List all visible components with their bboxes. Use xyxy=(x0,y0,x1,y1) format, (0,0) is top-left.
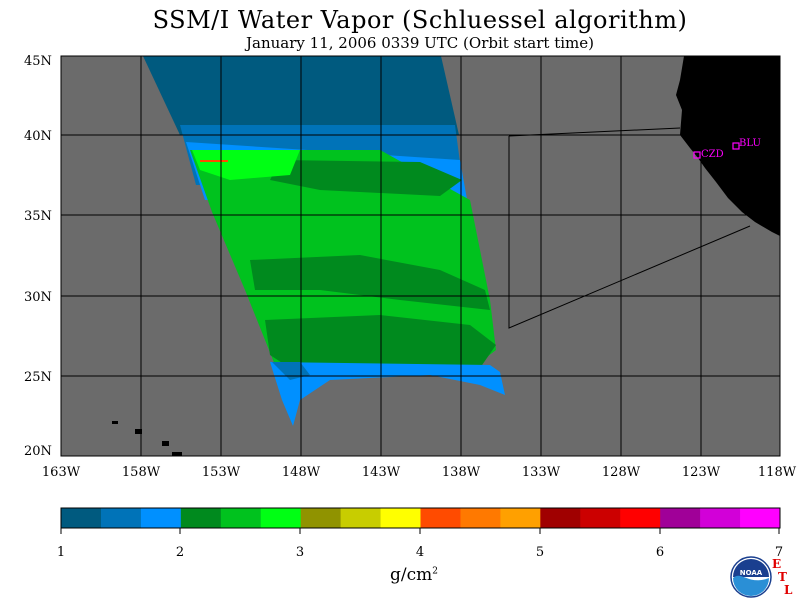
swath-band-darkgreen-3 xyxy=(270,160,462,196)
colorbar-ticks: 1 2 3 4 5 6 7 xyxy=(57,528,783,560)
colorbar xyxy=(61,508,781,528)
colorbar-swatch xyxy=(740,508,781,528)
lon-label: 133W xyxy=(522,465,561,480)
lat-label: 20N xyxy=(24,444,52,459)
land-california xyxy=(676,56,780,236)
unit-exponent: 2 xyxy=(432,566,438,577)
station-markers: CZD BLU xyxy=(693,138,761,160)
station-czd-label: CZD xyxy=(701,149,724,160)
colorbar-swatch xyxy=(540,508,581,528)
colorbar-tick-label: 4 xyxy=(416,545,424,560)
etl-letter: L xyxy=(784,583,793,597)
domain-outline-2 xyxy=(508,136,751,329)
colorbar-swatch xyxy=(220,508,262,528)
colorbar-swatch xyxy=(340,508,382,528)
lon-label: 138W xyxy=(442,465,481,480)
colorbar-swatch xyxy=(140,508,182,528)
lon-label: 123W xyxy=(682,465,721,480)
lon-label: 128W xyxy=(602,465,641,480)
lat-label: 30N xyxy=(24,290,52,305)
lon-label: 163W xyxy=(42,465,81,480)
colorbar-swatch xyxy=(460,508,501,528)
station-blu-label: BLU xyxy=(739,138,761,149)
map-border xyxy=(60,55,781,457)
colorbar-swatch xyxy=(100,508,142,528)
etl-logo: E T L xyxy=(772,558,792,597)
station-blu-marker xyxy=(732,142,740,150)
colorbar-swatch xyxy=(260,508,302,528)
longitude-labels: 163W 158W 153W 148W 143W 138W 133W 128W … xyxy=(42,465,797,480)
colorbar-unit-label: g/cm2 xyxy=(390,565,438,585)
station-czd-marker xyxy=(693,151,701,159)
colorbar-swatch xyxy=(660,508,701,528)
etl-letter: T xyxy=(778,570,787,584)
grid-lines xyxy=(61,56,780,456)
colorbar-swatch xyxy=(580,508,621,528)
lon-label: 118W xyxy=(758,465,797,480)
colorbar-swatch xyxy=(61,508,102,528)
swath-hotspot xyxy=(200,160,228,162)
colorbar-tick-label: 5 xyxy=(536,545,544,560)
colorbar-swatch xyxy=(700,508,741,528)
lat-label: 35N xyxy=(24,209,52,224)
latitude-labels: 45N 40N 35N 30N 25N 20N xyxy=(24,54,52,459)
swath-band-bottom-blue xyxy=(270,362,505,426)
lon-label: 143W xyxy=(362,465,401,480)
lon-label: 158W xyxy=(122,465,161,480)
unit-text: g/cm xyxy=(390,565,433,585)
colorbar-tick-label: 6 xyxy=(656,545,664,560)
etl-letter: E xyxy=(772,557,782,571)
lat-label: 25N xyxy=(24,370,52,385)
colorbar-tick-label: 7 xyxy=(775,545,783,560)
page-subtitle: January 11, 2006 0339 UTC (Orbit start t… xyxy=(246,34,594,52)
hawaiian-islands xyxy=(112,421,182,456)
colorbar-tick-label: 3 xyxy=(296,545,304,560)
colorbar-swatch xyxy=(300,508,342,528)
swath-band-brightgreen xyxy=(192,150,300,180)
page-title: SSM/I Water Vapor (Schluessel algorithm) xyxy=(152,6,688,34)
lat-label: 40N xyxy=(24,129,52,144)
colorbar-swatch xyxy=(380,508,421,528)
lon-label: 148W xyxy=(282,465,321,480)
lat-label: 45N xyxy=(24,54,52,69)
colorbar-swatch xyxy=(180,508,222,528)
colorbar-tick-label: 2 xyxy=(176,545,184,560)
lon-label: 153W xyxy=(202,465,241,480)
colorbar-swatch xyxy=(620,508,661,528)
swath xyxy=(143,56,505,426)
colorbar-swatch xyxy=(500,508,541,528)
colorbar-tick-label: 1 xyxy=(57,545,65,560)
noaa-logo-text: NOAA xyxy=(740,569,763,577)
colorbar-swatch xyxy=(420,508,461,528)
noaa-logo: NOAA xyxy=(730,556,772,598)
